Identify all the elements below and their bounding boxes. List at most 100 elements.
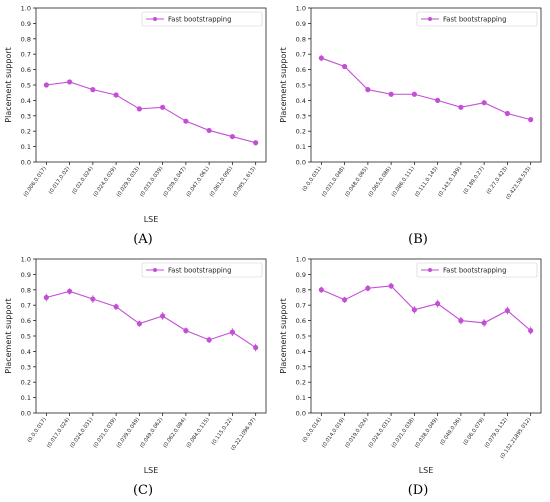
legend-box — [416, 11, 538, 27]
legend-box — [141, 262, 263, 278]
y-tick-label: 0.1 — [296, 143, 306, 151]
x-tick-label: (0.031,0.039) — [93, 417, 118, 449]
y-tick-label: 0.4 — [21, 348, 31, 356]
x-tick-label: (0.024,0.031) — [69, 417, 94, 449]
y-axis-label: Placement support — [4, 298, 13, 373]
data-point — [411, 307, 417, 313]
y-tick-label: 0.9 — [21, 271, 31, 279]
x-tick-label: (0.065,0.086) — [368, 166, 393, 198]
data-point — [458, 104, 464, 110]
x-tick-label: (0.039,0.047) — [162, 166, 187, 198]
x-tick-label: (0.062,0.084) — [162, 417, 187, 449]
x-tick-label: (0.22,1096.97) — [230, 417, 257, 452]
y-tick-label: 0.8 — [21, 35, 31, 43]
x-tick-label: (0.024,0.029) — [93, 166, 118, 198]
data-point — [253, 140, 259, 146]
chart-panel-b: 0.0 0.1 0.2 0.3 0.4 0.5 0.6 0.7 0.8 0.9 1.0 Placeme… — [275, 0, 550, 251]
legend-swatch-marker — [428, 268, 432, 272]
data-point — [183, 118, 189, 124]
panel-caption: (B) — [408, 232, 428, 247]
data-point — [365, 87, 371, 93]
y-tick-label: 0.6 — [296, 317, 306, 325]
legend-box — [416, 262, 538, 278]
y-tick-label: 0.3 — [296, 112, 306, 120]
x-tick-label: (0.031,0.048) — [321, 166, 346, 198]
x-tick-label: (0.086,0.111) — [391, 166, 416, 198]
data-point — [183, 328, 189, 334]
x-tick-label: (0.017,0.02) — [48, 166, 71, 196]
x-tick-label: (0.27,0.423) — [486, 166, 509, 196]
y-tick-label: 0.7 — [21, 302, 31, 310]
legend-box — [141, 11, 263, 27]
data-point — [388, 91, 394, 97]
data-point — [43, 82, 49, 88]
y-tick-label: 0.2 — [21, 379, 31, 387]
y-tick-label: 0.3 — [21, 112, 31, 120]
x-axis-label: LSE — [144, 215, 159, 224]
y-tick-label: 0.0 — [21, 159, 31, 167]
x-tick-label: (0.017,0.024) — [46, 417, 71, 449]
data-point — [318, 287, 324, 293]
data-point — [435, 97, 441, 104]
chart-panel-c: 0.0 0.1 0.2 0.3 0.4 0.5 0.6 0.7 0.8 0.9 1.0 Placeme… — [0, 251, 275, 502]
data-point — [43, 294, 49, 301]
y-axis-label: Placement support — [279, 47, 288, 122]
y-tick-label: 1.0 — [21, 256, 31, 264]
x-tick-label: (0.047,0.061) — [186, 166, 211, 198]
data-point — [160, 313, 166, 319]
y-axis-label: Placement support — [279, 298, 288, 373]
legend-label: Fast bootstrapping — [168, 266, 231, 274]
x-tick-label: (0.095,1.613) — [232, 166, 257, 198]
y-tick-label: 0.7 — [296, 302, 306, 310]
x-tick-label: (0.006,0.017) — [23, 166, 48, 198]
x-tick-label: (0.061,0.095) — [209, 166, 234, 198]
data-point — [136, 106, 142, 112]
y-tick-label: 0.5 — [21, 333, 31, 341]
legend-swatch-marker — [153, 268, 157, 272]
legend-swatch-marker — [153, 17, 157, 21]
y-axis-label: Placement support — [4, 47, 13, 122]
chart-svg: 0.0 0.1 0.2 0.3 0.4 0.5 0.6 0.7 0.8 0.9 1.0 Placeme… — [4, 5, 267, 247]
y-tick-label: 0.3 — [21, 363, 31, 371]
x-tick-label: (0.024,0.031) — [368, 417, 393, 449]
y-tick-label: 0.1 — [21, 143, 31, 151]
x-tick-label: (0.0,0.014) — [302, 417, 323, 444]
x-tick-label: (0.079,0.132) — [484, 417, 509, 449]
y-tick-label: 0.6 — [21, 66, 31, 74]
series-line — [46, 81, 256, 144]
chart-panel-d: 0.0 0.1 0.2 0.3 0.4 0.5 0.6 0.7 0.8 0.9 1.0 Placeme… — [275, 251, 550, 502]
y-tick-label: 0.6 — [296, 66, 306, 74]
x-tick-label: (0.029,0.033) — [116, 166, 141, 198]
plot-frame — [310, 7, 542, 163]
y-tick-label: 0.5 — [296, 82, 306, 90]
data-point — [229, 329, 235, 335]
data-point — [365, 285, 371, 291]
data-point — [458, 318, 464, 324]
chart-svg: 0.0 0.1 0.2 0.3 0.4 0.5 0.6 0.7 0.8 0.9 1.0 Placeme… — [4, 256, 267, 498]
legend-label: Fast bootstrapping — [443, 15, 506, 23]
data-point — [318, 55, 324, 61]
data-point — [160, 104, 166, 110]
x-tick-label: (0.0,0.017) — [27, 417, 48, 444]
y-tick-label: 0.2 — [296, 128, 306, 136]
chart-svg: 0.0 0.1 0.2 0.3 0.4 0.5 0.6 0.7 0.8 0.9 1.0 Placeme… — [279, 5, 542, 247]
y-tick-label: 0.9 — [296, 20, 306, 28]
y-tick-label: 0.8 — [21, 286, 31, 294]
series-line — [321, 285, 532, 332]
x-tick-label: (0.049,0.062) — [139, 417, 164, 449]
y-tick-label: 0.9 — [296, 271, 306, 279]
legend-label: Fast bootstrapping — [168, 15, 231, 23]
data-point — [90, 87, 96, 93]
x-tick-label: (0.033,0.039) — [139, 166, 164, 198]
y-tick-label: 0.4 — [296, 348, 306, 356]
y-tick-label: 0.4 — [296, 97, 306, 105]
data-point — [206, 127, 212, 134]
y-tick-label: 0.7 — [296, 51, 306, 59]
x-tick-label: (0.048,0.065) — [344, 166, 369, 198]
y-tick-label: 0.0 — [21, 410, 31, 418]
data-point — [504, 307, 510, 314]
plot-frame — [310, 258, 542, 414]
y-tick-label: 1.0 — [296, 256, 306, 264]
data-point — [481, 100, 487, 106]
y-tick-label: 0.3 — [296, 363, 306, 371]
